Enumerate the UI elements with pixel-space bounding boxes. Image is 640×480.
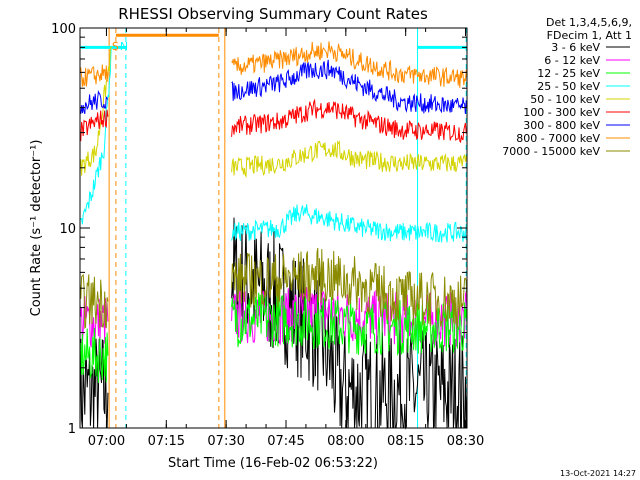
x-tick-label-3: 07:45 [267, 434, 304, 449]
chart-title: RHESSI Observing Summary Count Rates [118, 5, 428, 23]
series-7-segment-1 [231, 41, 468, 88]
legend-label-6: 300 - 800 keV [523, 119, 600, 132]
series-8-segment-0 [79, 273, 109, 329]
series-3 [79, 47, 468, 243]
x-tick-label-5: 08:15 [387, 434, 424, 449]
series-layer [79, 41, 468, 430]
series-4-segment-1 [231, 139, 468, 178]
series-2-segment-0 [79, 327, 109, 383]
legend-label-1: 6 - 12 keV [544, 54, 600, 67]
legend-header-1: Det 1,3,4,5,6,9, [546, 16, 632, 29]
legend-label-4: 50 - 100 keV [530, 93, 600, 106]
series-5-segment-0 [79, 109, 109, 142]
legend-label-3: 25 - 50 keV [537, 80, 600, 93]
annotation-s: S [112, 40, 119, 53]
series-5-segment-1 [231, 98, 468, 144]
x-tick-label-2: 07:30 [207, 434, 244, 449]
series-7-segment-0 [79, 64, 109, 87]
series-8 [79, 247, 468, 329]
footer-timestamp: 13-Oct-2021 14:27 [560, 469, 636, 478]
y-axis-label: Count Rate (s⁻¹ detector⁻¹) [29, 140, 44, 317]
legend-label-2: 12 - 25 keV [537, 67, 600, 80]
y-tick-label-0: 1 [68, 422, 76, 437]
y-tick-label-1: 10 [59, 222, 76, 237]
x-tick-label-1: 07:15 [148, 434, 185, 449]
x-tick-label-0: 07:00 [88, 434, 125, 449]
series-6-segment-0 [79, 89, 109, 114]
legend-header-2: FDecim 1, Att 1 [547, 29, 632, 42]
series-3-segment-1 [231, 204, 468, 243]
axes: 07:00 07:15 07:30 07:45 08:00 08:15 08:30 1 10 10… [51, 22, 484, 449]
x-tick-label-4: 08:00 [327, 434, 364, 449]
series-6-segment-1 [231, 59, 468, 115]
x-tick-label-6: 08:30 [447, 434, 484, 449]
series-5 [79, 98, 468, 144]
series-8-segment-1 [231, 247, 468, 329]
series-0-segment-1 [231, 217, 468, 430]
legend-label-5: 100 - 300 keV [523, 106, 600, 119]
x-axis-label: Start Time (16-Feb-02 06:53:22) [168, 456, 378, 471]
legend-label-7: 800 - 7000 keV [516, 132, 600, 145]
legend-label-8: 7000 - 15000 keV [502, 145, 600, 158]
series-6 [79, 59, 468, 115]
annotation-n: N [120, 40, 128, 53]
series-7 [79, 41, 468, 88]
y-tick-label-2: 100 [51, 22, 76, 37]
legend-label-0: 3 - 6 keV [551, 41, 600, 54]
series-3-segment-0 [79, 47, 113, 225]
